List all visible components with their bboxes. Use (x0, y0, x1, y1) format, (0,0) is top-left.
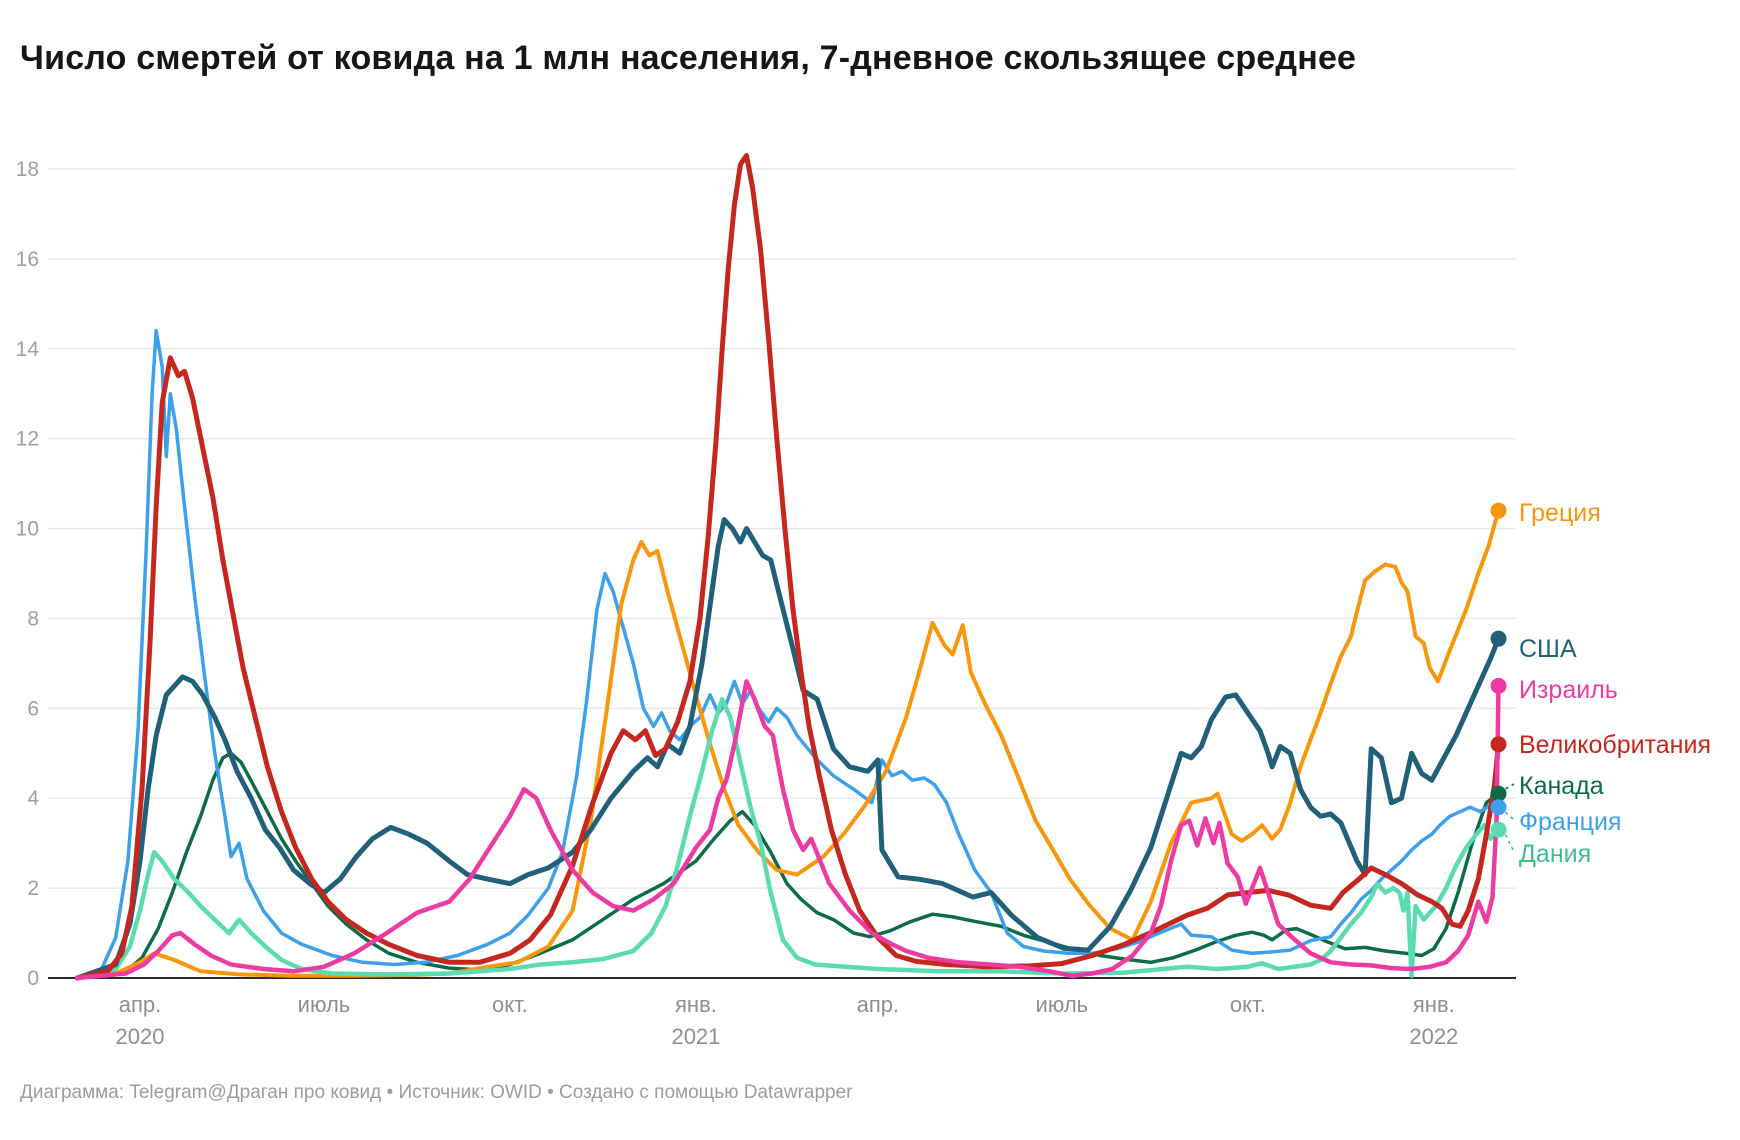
line-end-dot-uk (1490, 736, 1507, 753)
line-end-dot-france (1490, 799, 1507, 816)
x-tick-year-label: 2022 (1409, 1024, 1458, 1049)
legend-label-denmark: Дания (1519, 840, 1591, 868)
legend-connector-canada (1505, 783, 1515, 790)
legend-label-france: Франция (1519, 808, 1621, 836)
series-line-france (75, 329, 1501, 980)
x-tick-label: янв. (675, 992, 717, 1017)
axis-labels-group: 0 2 4 6 8 10 12 14 16 18 апр. 2020 июль окт. янв. 2021 а… (16, 158, 1459, 1049)
legend-group: Канада Франция Греция Дания США Великобритани… (1519, 499, 1711, 868)
x-tick-label: апр. (857, 992, 900, 1017)
y-tick-label: 10 (16, 518, 39, 541)
line-end-dot-canada (1490, 785, 1507, 802)
series-line-denmark (75, 697, 1501, 981)
footer-credits: Диаграмма: Telegram@Драган про ковид • И… (20, 1082, 853, 1103)
series-line-greece (75, 508, 1501, 980)
legend-label-israel: Израиль (1519, 676, 1618, 704)
series-lines-group (74, 153, 1501, 981)
x-tick-label: апр. (119, 992, 162, 1017)
x-tick-label: окт. (1230, 992, 1266, 1017)
line-end-dot-israel (1490, 677, 1507, 694)
gridlines-group (48, 168, 1516, 979)
x-tick-label: июль (298, 992, 351, 1017)
legend-label-greece: Греция (1519, 499, 1601, 527)
y-tick-label: 0 (27, 967, 39, 990)
y-tick-label: 4 (27, 787, 39, 810)
y-tick-label: 6 (27, 697, 39, 720)
line-end-dot-greece (1490, 502, 1507, 519)
legend-connector-france (1504, 811, 1515, 821)
series-line-usa (74, 517, 1501, 981)
legend-connector-denmark (1504, 834, 1515, 853)
legend-connectors-group (1504, 783, 1515, 853)
x-tick-year-label: 2021 (671, 1024, 720, 1049)
y-tick-label: 14 (16, 338, 40, 361)
series-line-canada (75, 751, 1501, 980)
series-line-uk (74, 153, 1501, 981)
legend-label-canada: Канада (1519, 772, 1604, 800)
y-tick-label: 18 (16, 158, 39, 181)
legend-label-uk: Великобритания (1519, 731, 1711, 759)
y-tick-label: 2 (27, 877, 39, 900)
x-tick-label: окт. (492, 992, 528, 1017)
y-tick-label: 16 (16, 248, 39, 271)
line-end-dot-denmark (1490, 821, 1507, 838)
legend-label-usa: США (1519, 635, 1577, 663)
series-line-israel (75, 679, 1501, 981)
y-tick-label: 12 (16, 428, 39, 451)
line-end-dot-usa (1490, 630, 1507, 647)
y-tick-label: 8 (27, 607, 39, 630)
line-end-dots-group (1490, 502, 1507, 838)
x-tick-label: июль (1036, 992, 1089, 1017)
x-tick-label: янв. (1413, 992, 1455, 1017)
chart-title: Число смертей от ковида на 1 млн населен… (20, 38, 1357, 77)
x-tick-year-label: 2020 (116, 1024, 165, 1049)
